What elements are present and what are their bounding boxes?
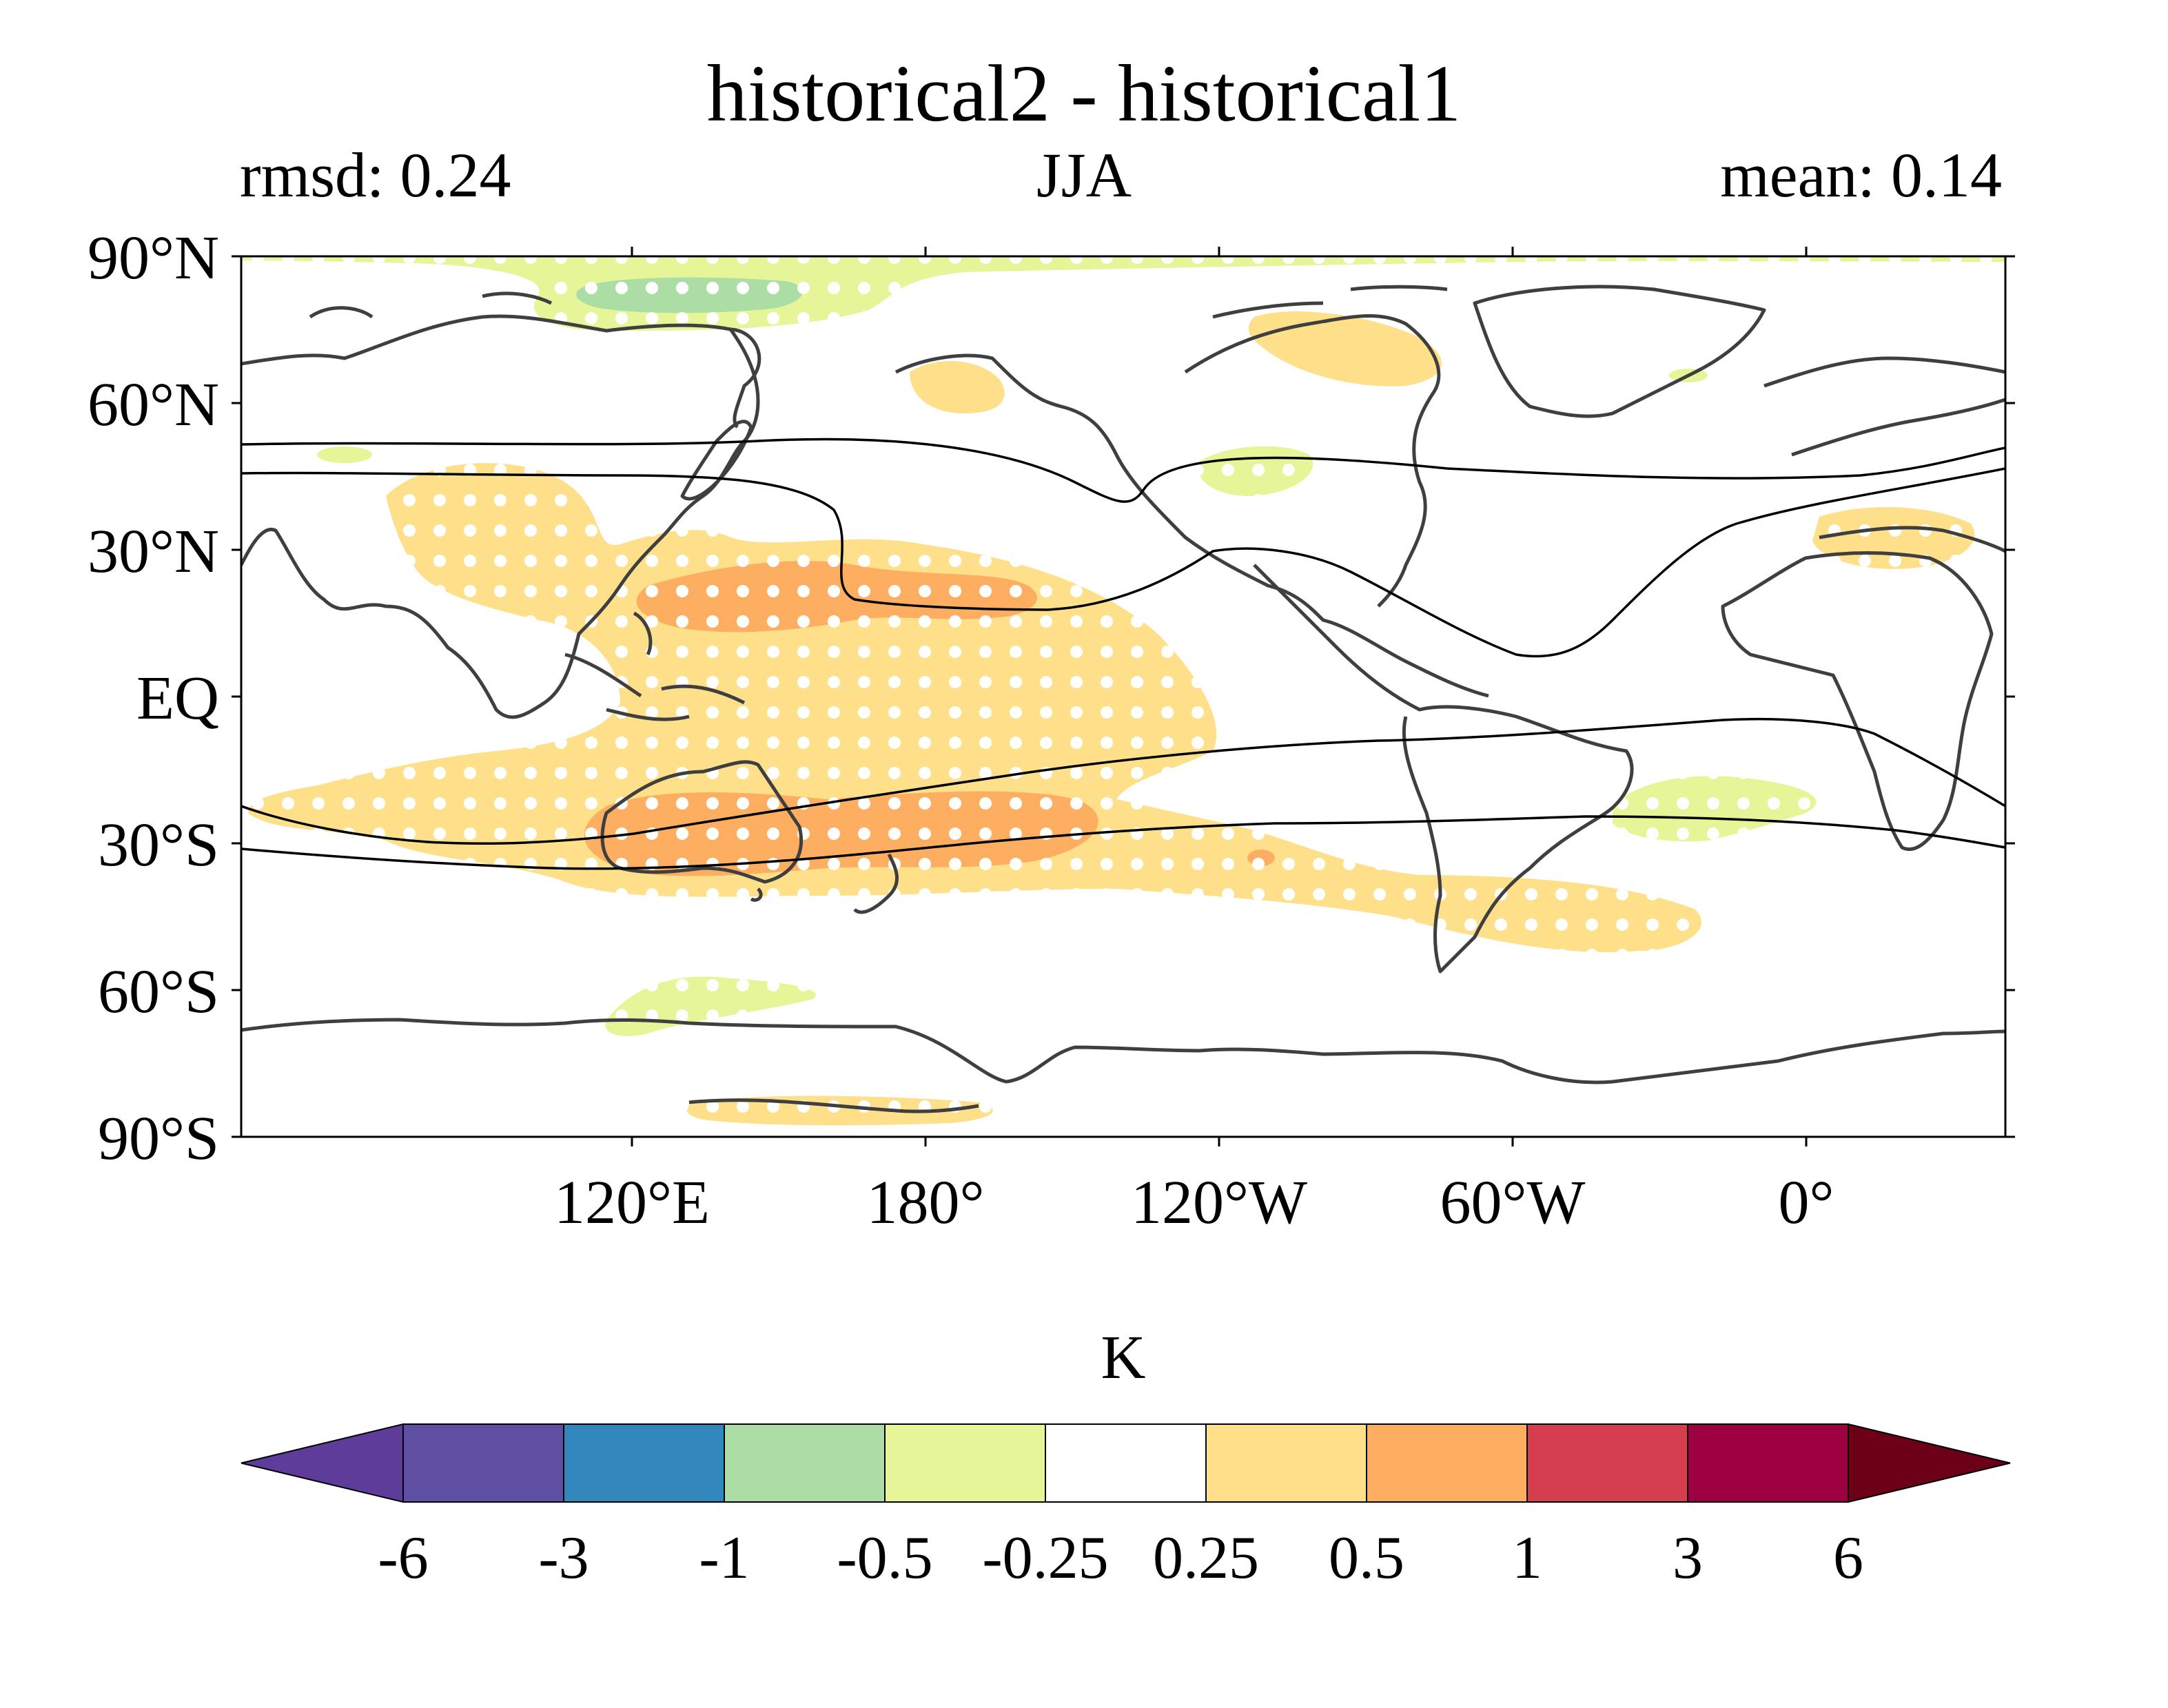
y-tick-label: 30°S [98, 811, 219, 879]
mean-label: mean: 0.14 [1720, 140, 2002, 210]
colorbar-segment [724, 1423, 886, 1503]
colorbar-tick-label: 0.5 [1329, 1525, 1404, 1592]
colorbar-extend-high [1848, 1423, 2011, 1503]
colorbar-segment [402, 1423, 564, 1503]
colorbar-tick-label: 3 [1673, 1525, 1703, 1592]
y-tick-label: EQ [136, 664, 219, 732]
plot-title: historical2 - historical1 [707, 48, 1462, 138]
colorbar-tick-label: 0.25 [1153, 1525, 1259, 1592]
colorbar-tick-label: -1 [699, 1525, 749, 1592]
axis-tick-marks [232, 247, 2015, 1146]
y-tick-label: 60°N [88, 371, 219, 439]
x-tick-label: 60°W [1440, 1169, 1586, 1237]
x-tick-label: 120°E [554, 1169, 710, 1237]
x-tick-label: 120°W [1131, 1169, 1307, 1237]
colorbar-tick-label: 1 [1512, 1525, 1542, 1592]
significance-stippling [241, 256, 2005, 1126]
x-tick-label: 0° [1779, 1169, 1834, 1237]
season-label: JJA [1036, 140, 1132, 210]
map-panel [241, 256, 2005, 1137]
colorbar-tick-label: -0.5 [837, 1525, 932, 1592]
coastlines [241, 285, 2005, 1113]
colorbar-tick-label: -6 [378, 1525, 428, 1592]
colorbar-extend-low [241, 1423, 404, 1503]
colorbar-tick-label: -0.25 [982, 1525, 1108, 1592]
colorbar-segment [1366, 1423, 1528, 1503]
colorbar-tick-labels: -6 -3 -1 -0.5 -0.25 0.25 0.5 1 3 6 [378, 1525, 1863, 1592]
colorbar-tick-label: -3 [538, 1525, 589, 1592]
colorbar-segment [1205, 1423, 1367, 1503]
colorbar-segment [1526, 1423, 1688, 1503]
y-tick-label: 90°N [88, 224, 219, 292]
y-tick-label: 90°S [98, 1104, 219, 1173]
colorbar-segment [1045, 1423, 1207, 1503]
colorbar-tick-label: 6 [1833, 1525, 1863, 1592]
climatology-contours [241, 438, 2005, 870]
colorbar-unit-label: K [1101, 1324, 1146, 1392]
colorbar [241, 1423, 2011, 1503]
colorbar-segment [563, 1423, 725, 1503]
rmsd-label: rmsd: 0.24 [240, 140, 511, 210]
x-tick-label: 180° [867, 1169, 985, 1237]
colorbar-segment [884, 1423, 1046, 1503]
y-tick-label: 30°N [88, 517, 219, 586]
y-tick-label: 60°S [98, 958, 219, 1026]
colorbar-segment [1687, 1423, 1849, 1503]
